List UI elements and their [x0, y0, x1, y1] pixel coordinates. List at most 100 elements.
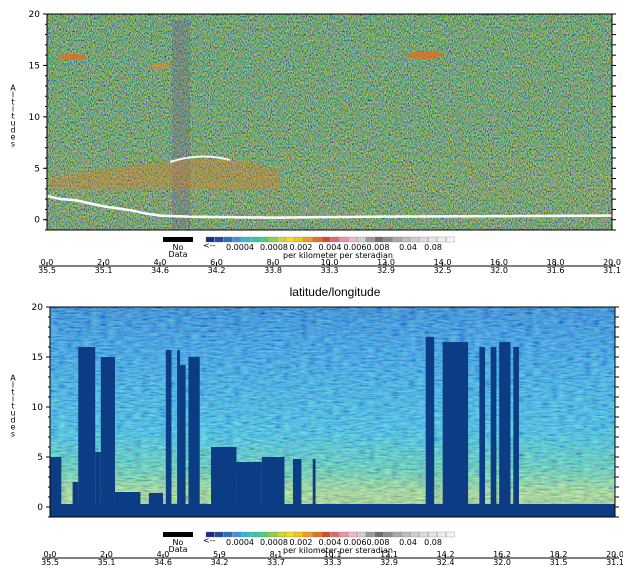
- y-axis-letter: u: [10, 119, 15, 128]
- colorbar-swatch: [339, 236, 348, 243]
- x-tick-label: 31.6: [547, 266, 565, 275]
- between-caption: latitude/longitude: [290, 285, 381, 299]
- panel2-axis: 05101520Altitudes0.035.52.035.14.034.65.…: [10, 303, 623, 566]
- x-tick-label: 35.1: [98, 558, 116, 566]
- nodata-column: [490, 347, 497, 517]
- x-tick-label: 14.0: [434, 258, 452, 267]
- colorbar-tick-label: 0.0004: [226, 538, 254, 547]
- y-tick-label: 5: [34, 164, 40, 174]
- x-tick-label: 16.0: [490, 258, 508, 267]
- colorbar-swatch: [232, 236, 242, 243]
- nodata-columns: [50, 337, 615, 517]
- colorbar-swatch: [437, 236, 446, 243]
- colorbar-swatch: [241, 531, 251, 538]
- x-tick-label: 20.0: [606, 550, 623, 559]
- x-tick-label: 12.1: [380, 550, 398, 559]
- nodata-label: No: [173, 538, 184, 547]
- colorbar-swatch: [401, 236, 411, 243]
- nodata-swatch: [163, 532, 193, 537]
- colorbar-swatch: [419, 531, 428, 538]
- colorbar-tick-label: 0.0008: [260, 243, 288, 252]
- colorbar-arrow: <--: [203, 536, 216, 545]
- nodata-label: No: [173, 243, 184, 252]
- y-axis-letter: A: [10, 84, 16, 93]
- cloud-feature: [407, 51, 443, 59]
- nodata-column: [425, 337, 435, 517]
- nodata-column: [442, 342, 469, 517]
- x-tick-label: 34.6: [154, 558, 172, 566]
- y-tick-label: 15: [29, 61, 40, 71]
- colorbar-swatch: [348, 531, 357, 538]
- bottom-panel: 05101520Altitudes0.035.52.035.14.034.65.…: [10, 303, 623, 566]
- x-tick-label: 4.0: [157, 550, 170, 559]
- colorbar-swatch: [268, 236, 277, 243]
- y-axis-letter: e: [11, 133, 16, 142]
- colorbar-swatch: [445, 531, 455, 538]
- y-axis-letter: t: [11, 388, 14, 397]
- surface-line: [47, 194, 612, 219]
- colorbar-tick-label: 0.004: [319, 243, 342, 252]
- colorbar-swatch: [330, 531, 340, 538]
- colorbar-arrow: <--: [203, 241, 216, 250]
- y-axis-letter: l: [12, 91, 14, 100]
- colorbar-swatch: [365, 531, 375, 538]
- x-tick-label: 0.0: [44, 550, 57, 559]
- y-axis-letter: e: [11, 423, 16, 432]
- colorbar-swatch: [303, 531, 313, 538]
- plot-frame: [49, 306, 616, 518]
- colorbar-swatch: [268, 531, 277, 538]
- x-tick-label: 0.0: [41, 258, 54, 267]
- x-tick-label: 18.2: [550, 550, 568, 559]
- colorbar-tick-label: 0.04: [399, 243, 417, 252]
- colorbar-swatch: [259, 236, 268, 243]
- colorbar-swatch: [312, 236, 322, 243]
- x-tick-label: 31.1: [603, 266, 621, 275]
- colorbar-swatch: [410, 236, 420, 243]
- y-axis-letter: d: [10, 126, 15, 135]
- panel1-features: [47, 20, 612, 228]
- colorbar-swatch: [428, 531, 437, 538]
- noise-column: [172, 20, 190, 228]
- x-tick-label: 12.0: [377, 258, 395, 267]
- y-axis-letter: l: [12, 381, 14, 390]
- colorbar-swatch: [259, 531, 268, 538]
- x-tick-label: 16.2: [493, 550, 511, 559]
- colorbar-swatch: [285, 236, 295, 243]
- y-axis-letter: s: [11, 430, 15, 439]
- colorbar-tick-label: 0.0008: [260, 538, 288, 547]
- y-axis-letter: t: [11, 112, 14, 121]
- colorbar-swatch: [365, 236, 375, 243]
- plot-frame: [46, 13, 613, 231]
- nodata-column: [179, 365, 186, 517]
- nodata-column: [499, 342, 511, 517]
- y-tick-label: 10: [29, 113, 41, 123]
- nodata-swatch: [163, 237, 193, 242]
- y-tick-label: 0: [37, 503, 43, 513]
- x-tick-label: 31.5: [550, 558, 568, 566]
- x-tick-label: 5.9: [213, 550, 226, 559]
- cloud-feature: [58, 54, 86, 60]
- nodata-column: [312, 459, 316, 517]
- y-tick-label: 10: [32, 403, 44, 413]
- ground-fill: [50, 504, 615, 517]
- x-tick-label: 32.9: [377, 266, 395, 275]
- colorbar-tick-label: 0.002: [290, 243, 313, 252]
- colorbar-tick-label: 0.04: [399, 538, 417, 547]
- nodata-column: [513, 347, 519, 517]
- colorbar-swatch: [294, 236, 304, 243]
- colorbar-swatch: [321, 236, 331, 243]
- nodata-column: [78, 347, 96, 517]
- colorbar-swatch: [214, 531, 224, 538]
- nodata-column: [95, 452, 101, 517]
- x-tick-label: 2.0: [97, 258, 110, 267]
- colorbar-swatch: [205, 531, 215, 538]
- y-axis-letter: d: [10, 416, 15, 425]
- x-tick-label: 32.0: [490, 266, 508, 275]
- x-tick-label: 14.2: [437, 550, 455, 559]
- colorbar-tick-label: 0.006: [344, 243, 367, 252]
- x-tick-label: 34.2: [211, 558, 229, 566]
- colorbar-swatch: [428, 236, 437, 243]
- nodata-column: [479, 347, 486, 517]
